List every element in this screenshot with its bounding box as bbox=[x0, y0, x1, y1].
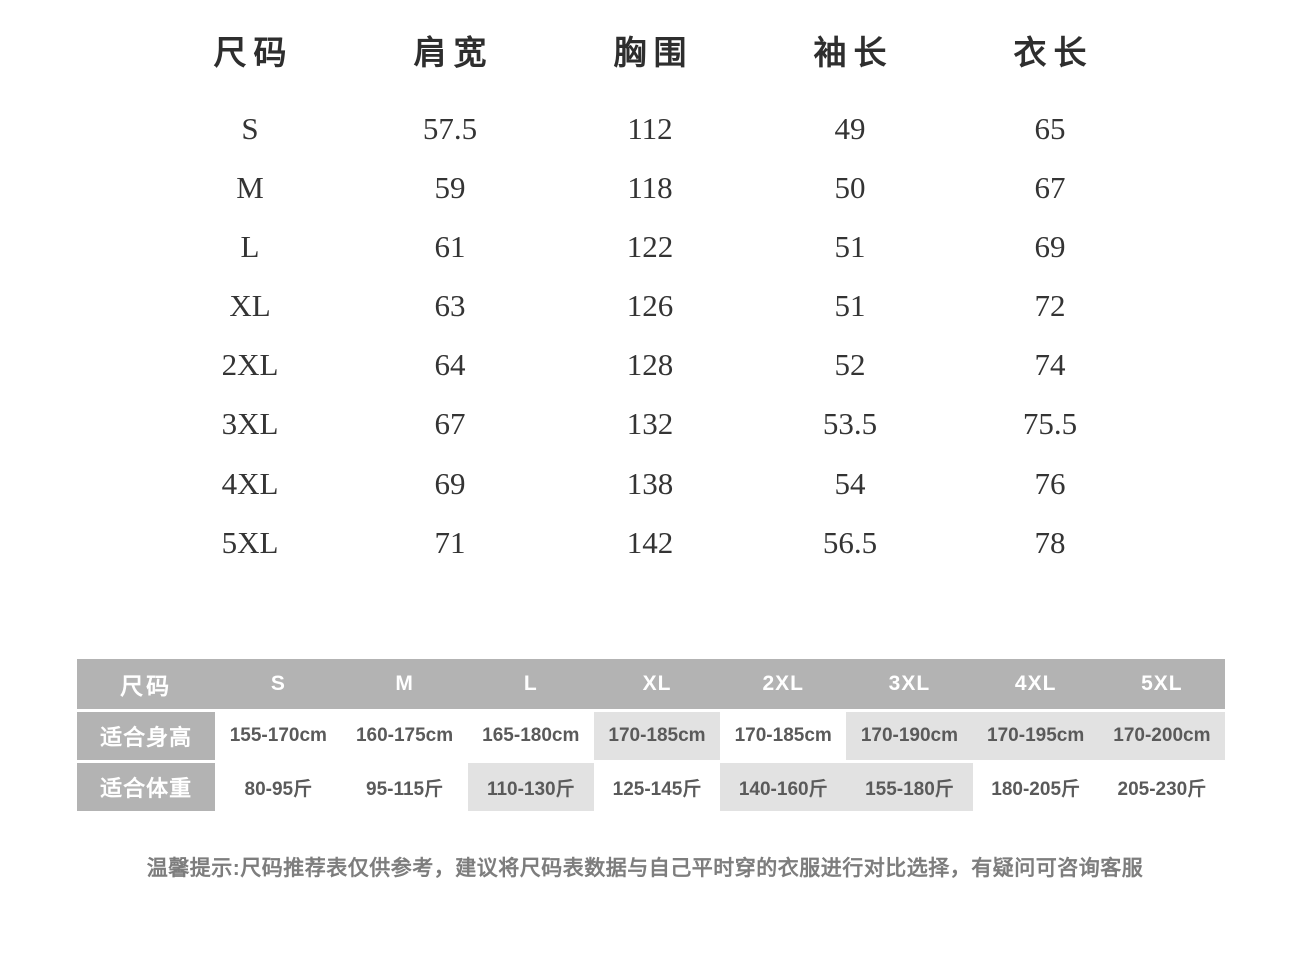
weight-value-5xl: 205-230斤 bbox=[1098, 763, 1225, 811]
weight-value-3xl: 155-180斤 bbox=[846, 763, 973, 811]
cell-chest: 112 bbox=[627, 111, 673, 146]
cell-length: 75.5 bbox=[1022, 406, 1078, 442]
cell-sleeve: 53.5 bbox=[822, 406, 878, 442]
height-value-3xl: 170-190cm bbox=[846, 712, 973, 760]
cell-shoulder: 61 bbox=[434, 229, 466, 265]
cell-chest: 142 bbox=[626, 524, 674, 560]
cell-shoulder: 64 bbox=[434, 347, 466, 383]
table-row: S 57.5 112 49 65 bbox=[150, 100, 1150, 159]
size-header-xl: XL bbox=[593, 659, 721, 709]
height-value-2xl: 170-185cm bbox=[720, 712, 847, 760]
cell-chest: 126 bbox=[626, 288, 674, 324]
cell-shoulder: 63 bbox=[434, 288, 466, 324]
size-header-3xl: 3XL bbox=[846, 659, 973, 709]
cell-size: 3XL bbox=[221, 406, 279, 442]
cell-shoulder: 71 bbox=[434, 524, 466, 560]
table-row: 5XL 71 142 56.5 78 bbox=[150, 514, 1150, 573]
cell-shoulder: 59 bbox=[434, 170, 466, 206]
cell-length: 76 bbox=[1034, 465, 1066, 501]
cell-length: 67 bbox=[1034, 170, 1066, 206]
cell-shoulder: 67 bbox=[434, 406, 466, 442]
size-header-2xl: 2XL bbox=[720, 659, 847, 709]
cell-size: 5XL bbox=[221, 524, 279, 560]
column-header-size: 尺码 bbox=[213, 34, 294, 71]
cell-chest: 118 bbox=[627, 170, 673, 206]
column-header-chest: 胸围 bbox=[613, 34, 694, 71]
column-header-length: 衣长 bbox=[1013, 34, 1094, 71]
table-row: 2XL 64 128 52 74 bbox=[150, 336, 1150, 395]
suitable-weight-row: 适合体重 80-95斤 95-115斤 110-130斤 125-145斤 14… bbox=[77, 763, 1225, 811]
cell-sleeve: 51 bbox=[834, 229, 866, 265]
cell-shoulder: 57.5 bbox=[422, 111, 478, 146]
recommendation-row-divider bbox=[77, 760, 1225, 763]
cell-length: 65 bbox=[1034, 111, 1066, 146]
cell-sleeve: 51 bbox=[834, 288, 866, 324]
weight-value-4xl: 180-205斤 bbox=[972, 763, 1099, 811]
row-label-weight: 适合体重 bbox=[77, 763, 216, 811]
weight-value-l: 110-130斤 bbox=[467, 763, 594, 811]
size-header-4xl: 4XL bbox=[972, 659, 1099, 709]
table-row: M 59 118 50 67 bbox=[150, 159, 1150, 218]
row-label-height: 适合身高 bbox=[77, 712, 216, 760]
weight-value-m: 95-115斤 bbox=[341, 763, 468, 811]
height-value-4xl: 170-195cm bbox=[972, 712, 1099, 760]
height-value-m: 160-175cm bbox=[341, 712, 468, 760]
height-value-xl: 170-185cm bbox=[593, 712, 721, 760]
table-row: XL 63 126 51 72 bbox=[150, 277, 1150, 336]
cell-size: 2XL bbox=[221, 347, 279, 383]
size-header-m: M bbox=[341, 659, 468, 709]
cell-size: XL bbox=[229, 288, 271, 324]
measurement-table-header-row: 尺码 肩宽 胸围 袖长 衣长 bbox=[150, 18, 1150, 100]
table-row: 4XL 69 138 54 76 bbox=[150, 455, 1150, 514]
suitable-height-row: 适合身高 155-170cm 160-175cm 165-180cm 170-1… bbox=[77, 712, 1225, 760]
height-value-5xl: 170-200cm bbox=[1098, 712, 1225, 760]
cell-size: S bbox=[241, 111, 259, 146]
table-row: L 61 122 51 69 bbox=[150, 218, 1150, 277]
height-value-l: 165-180cm bbox=[467, 712, 594, 760]
cell-sleeve: 54 bbox=[834, 465, 866, 501]
size-chart-disclaimer: 温馨提示:尺码推荐表仅供参考，建议将尺码表数据与自己平时穿的衣服进行对比选择，有… bbox=[146, 857, 1144, 880]
cell-sleeve: 56.5 bbox=[822, 524, 878, 560]
cell-chest: 132 bbox=[626, 406, 674, 442]
recommendation-header-row: 尺码 S M L XL 2XL 3XL 4XL 5XL bbox=[77, 659, 1225, 709]
column-header-shoulder: 肩宽 bbox=[413, 34, 494, 71]
height-value-s: 155-170cm bbox=[215, 712, 342, 760]
column-header-sleeve: 袖长 bbox=[813, 34, 894, 71]
cell-size: L bbox=[240, 229, 260, 265]
cell-size: 4XL bbox=[221, 465, 279, 501]
recommendation-row-divider bbox=[77, 709, 1225, 712]
cell-length: 74 bbox=[1034, 347, 1066, 383]
size-header-l: L bbox=[467, 659, 594, 709]
table-row: 3XL 67 132 53.5 75.5 bbox=[150, 395, 1150, 454]
cell-length: 72 bbox=[1034, 288, 1066, 324]
cell-length: 69 bbox=[1034, 229, 1066, 265]
cell-length: 78 bbox=[1034, 524, 1066, 560]
size-header-5xl: 5XL bbox=[1098, 659, 1225, 709]
cell-chest: 122 bbox=[626, 229, 674, 265]
cell-sleeve: 52 bbox=[834, 347, 866, 383]
weight-value-2xl: 140-160斤 bbox=[720, 763, 847, 811]
cell-chest: 128 bbox=[626, 347, 674, 383]
weight-value-s: 80-95斤 bbox=[215, 763, 342, 811]
cell-shoulder: 69 bbox=[434, 465, 466, 501]
cell-size: M bbox=[236, 170, 264, 206]
cell-sleeve: 50 bbox=[834, 170, 866, 206]
measurement-table: 尺码 肩宽 胸围 袖长 衣长 S 57.5 112 49 65 M 59 118… bbox=[150, 18, 1150, 573]
recommendation-corner-label: 尺码 bbox=[77, 659, 216, 709]
size-recommendation-table: 尺码 S M L XL 2XL 3XL 4XL 5XL 适合身高 155-170… bbox=[77, 659, 1225, 811]
cell-sleeve: 49 bbox=[834, 111, 866, 146]
size-header-s: S bbox=[215, 659, 342, 709]
cell-chest: 138 bbox=[626, 465, 674, 501]
weight-value-xl: 125-145斤 bbox=[593, 763, 721, 811]
